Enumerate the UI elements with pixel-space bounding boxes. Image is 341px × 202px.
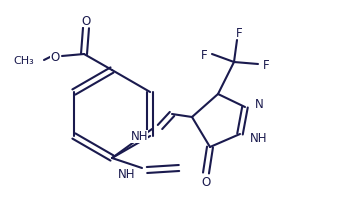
Text: N: N [255, 98, 264, 111]
Text: O: O [202, 176, 211, 188]
Text: NH: NH [131, 130, 148, 143]
Text: F: F [236, 26, 242, 39]
Text: CH₃: CH₃ [13, 56, 34, 66]
Text: F: F [201, 48, 207, 61]
Text: NH: NH [250, 132, 267, 145]
Text: F: F [263, 58, 269, 71]
Text: NH: NH [118, 167, 135, 180]
Text: O: O [81, 14, 91, 27]
Text: O: O [50, 50, 60, 63]
